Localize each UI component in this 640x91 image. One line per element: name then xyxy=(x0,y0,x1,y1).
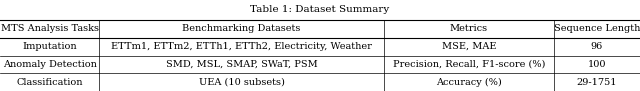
Text: Metrics: Metrics xyxy=(450,24,488,33)
Text: Imputation: Imputation xyxy=(22,42,77,51)
Text: Accuracy (%): Accuracy (%) xyxy=(436,78,502,87)
Text: Table 1: Dataset Summary: Table 1: Dataset Summary xyxy=(250,5,390,14)
Text: Precision, Recall, F1-score (%): Precision, Recall, F1-score (%) xyxy=(392,60,545,69)
Text: 96: 96 xyxy=(591,42,603,51)
Text: MSE, MAE: MSE, MAE xyxy=(442,42,496,51)
Text: SMD, MSL, SMAP, SWaT, PSM: SMD, MSL, SMAP, SWaT, PSM xyxy=(166,60,317,69)
Text: 100: 100 xyxy=(588,60,606,69)
Text: MTS Analysis Tasks: MTS Analysis Tasks xyxy=(1,24,99,33)
Text: Anomaly Detection: Anomaly Detection xyxy=(3,60,97,69)
Text: Sequence Length: Sequence Length xyxy=(554,24,640,33)
Text: 29-1751: 29-1751 xyxy=(577,78,617,87)
Text: Benchmarking Datasets: Benchmarking Datasets xyxy=(182,24,301,33)
Text: Classification: Classification xyxy=(17,78,83,87)
Text: ETTm1, ETTm2, ETTh1, ETTh2, Electricity, Weather: ETTm1, ETTm2, ETTh1, ETTh2, Electricity,… xyxy=(111,42,372,51)
Text: UEA (10 subsets): UEA (10 subsets) xyxy=(198,78,285,87)
